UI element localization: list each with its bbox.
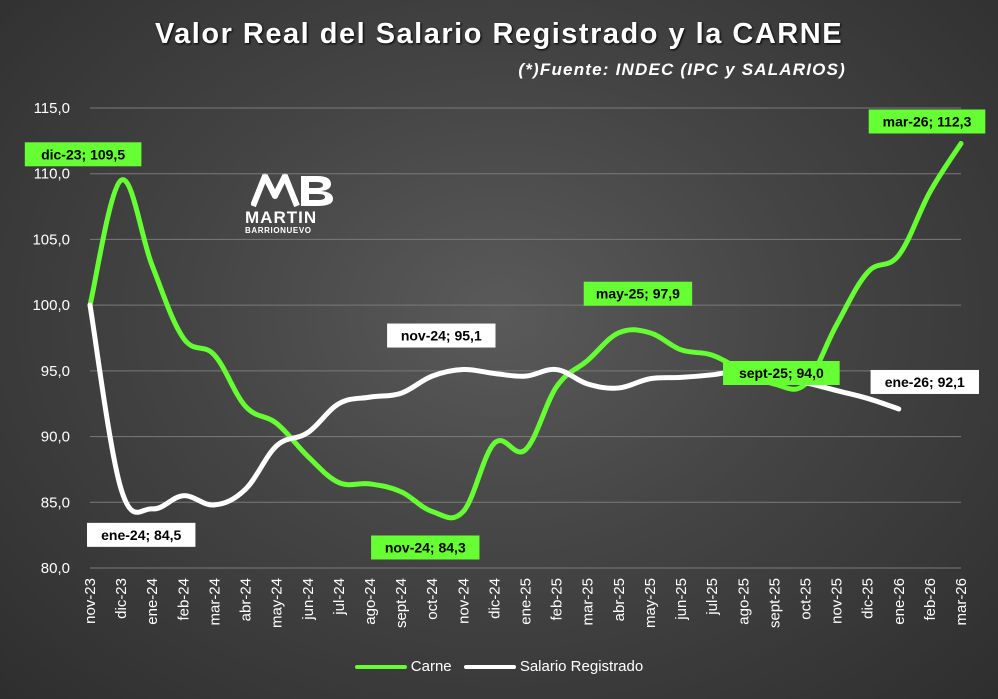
data-label-box (723, 361, 840, 385)
legend-swatch-salario (463, 664, 516, 669)
x-tick-label: nov-23 (82, 578, 99, 624)
data-label: nov-24; 95,1 (387, 323, 496, 348)
x-tick-label: feb-24 (175, 578, 192, 621)
chart-title: Valor Real del Salario Registrado y la C… (154, 18, 844, 50)
x-tick-label: jul-24 (331, 578, 348, 616)
data-label-box (87, 522, 196, 547)
data-labels: dic-23; 109,5 nov-24; 84,3 may-25; 97,9 sep… (24, 109, 986, 560)
x-tick-label: dic-23 (113, 578, 130, 619)
series-line-carne (87, 140, 964, 521)
logo-surname: BARRIONUEVO (245, 226, 312, 235)
x-tick-label: jun-24 (300, 578, 317, 621)
legend: Carne Salario Registrado (0, 657, 998, 675)
logo-name: MARTIN (245, 208, 318, 227)
data-label-box (371, 535, 480, 560)
data-label-text: dic-23; 109,5 (41, 146, 125, 162)
x-tick-label: oct-24 (424, 578, 441, 620)
x-tick-label: jun-25 (673, 578, 690, 621)
y-tick-label: 110,0 (34, 166, 70, 183)
data-label: sept-25; 94,0 (723, 361, 840, 385)
x-tick-label: sept-25 (766, 578, 783, 628)
x-tick-label: ene-25 (518, 578, 535, 625)
y-tick-label: 95,0 (41, 363, 70, 380)
data-label-text: sept-25; 94,0 (739, 365, 824, 381)
legend-label-carne: Carne (410, 657, 452, 675)
data-label: may-25; 97,9 (583, 281, 693, 306)
x-tick-label: may-24 (269, 578, 286, 628)
x-tick-label: nov-24 (455, 578, 472, 624)
chart-subtitle: (*)Fuente: INDEC (IPC y SALARIOS) (518, 60, 846, 79)
data-label-text: ene-24; 84,5 (101, 527, 181, 543)
x-tick-label: ene-26 (891, 578, 908, 625)
x-tick-label: oct-25 (797, 578, 814, 620)
x-tick-label: dic-25 (860, 578, 877, 619)
data-label-box (24, 142, 142, 167)
data-label: mar-26; 112,3 (868, 109, 986, 134)
x-tick-label: jul-25 (704, 578, 721, 616)
data-label-box (870, 369, 979, 394)
data-label-text: ene-26; 92,1 (885, 374, 965, 390)
data-label-box (583, 281, 693, 306)
logo-mark-icon (251, 173, 333, 208)
y-tick-label: 85,0 (41, 494, 70, 511)
x-tick-label: ago-25 (735, 578, 752, 625)
y-tick-label: 80,0 (41, 560, 70, 577)
data-label: ene-26; 92,1 (870, 369, 979, 394)
x-tick-label: mar-26 (953, 578, 970, 626)
x-tick-label: abr-24 (238, 578, 255, 621)
x-tick-label: ene-24 (144, 578, 161, 625)
x-tick-label: dic-24 (486, 578, 503, 619)
legend-label-salario: Salario Registrado (519, 657, 644, 675)
x-tick-label: ago-24 (362, 578, 379, 625)
data-label-text: nov-24; 95,1 (401, 328, 482, 344)
x-tick-label: feb-26 (922, 578, 939, 621)
y-tick-label: 100,0 (32, 297, 70, 314)
legend-swatch-carne (354, 664, 407, 669)
x-tick-label: sept-24 (393, 578, 410, 628)
legend-entry-carne: Carne (354, 657, 452, 675)
author-logo: MARTIN BARRIONUEVO (245, 172, 340, 237)
x-axis: nov-23 dic-23 ene-24 feb-24 mar-24 abr-24 may-… (82, 578, 970, 628)
x-tick-label: abr-25 (611, 578, 628, 621)
y-axis: 80,0 85,0 90,0 95,0 100,0 105,0 110,0 115,0 (32, 100, 70, 577)
x-tick-label: mar-25 (580, 578, 597, 626)
data-label: nov-24; 84,3 (371, 535, 480, 560)
data-label-text: may-25; 97,9 (596, 286, 680, 302)
data-label-box (387, 323, 496, 348)
x-tick-label: feb-25 (549, 578, 566, 621)
series-lines (87, 140, 964, 521)
data-label-box (868, 109, 986, 134)
data-label: ene-24; 84,5 (87, 522, 196, 547)
y-tick-label: 90,0 (41, 429, 70, 446)
x-tick-label: may-25 (642, 578, 659, 628)
x-tick-label: nov-25 (829, 578, 846, 624)
y-tick-label: 115,0 (34, 100, 70, 117)
data-label: dic-23; 109,5 (24, 142, 142, 167)
data-label-text: mar-26; 112,3 (883, 113, 972, 129)
x-tick-label: mar-24 (206, 578, 223, 626)
legend-entry-salario: Salario Registrado (463, 657, 644, 675)
y-tick-label: 105,0 (32, 231, 70, 248)
data-label-text: nov-24; 84,3 (385, 539, 466, 555)
